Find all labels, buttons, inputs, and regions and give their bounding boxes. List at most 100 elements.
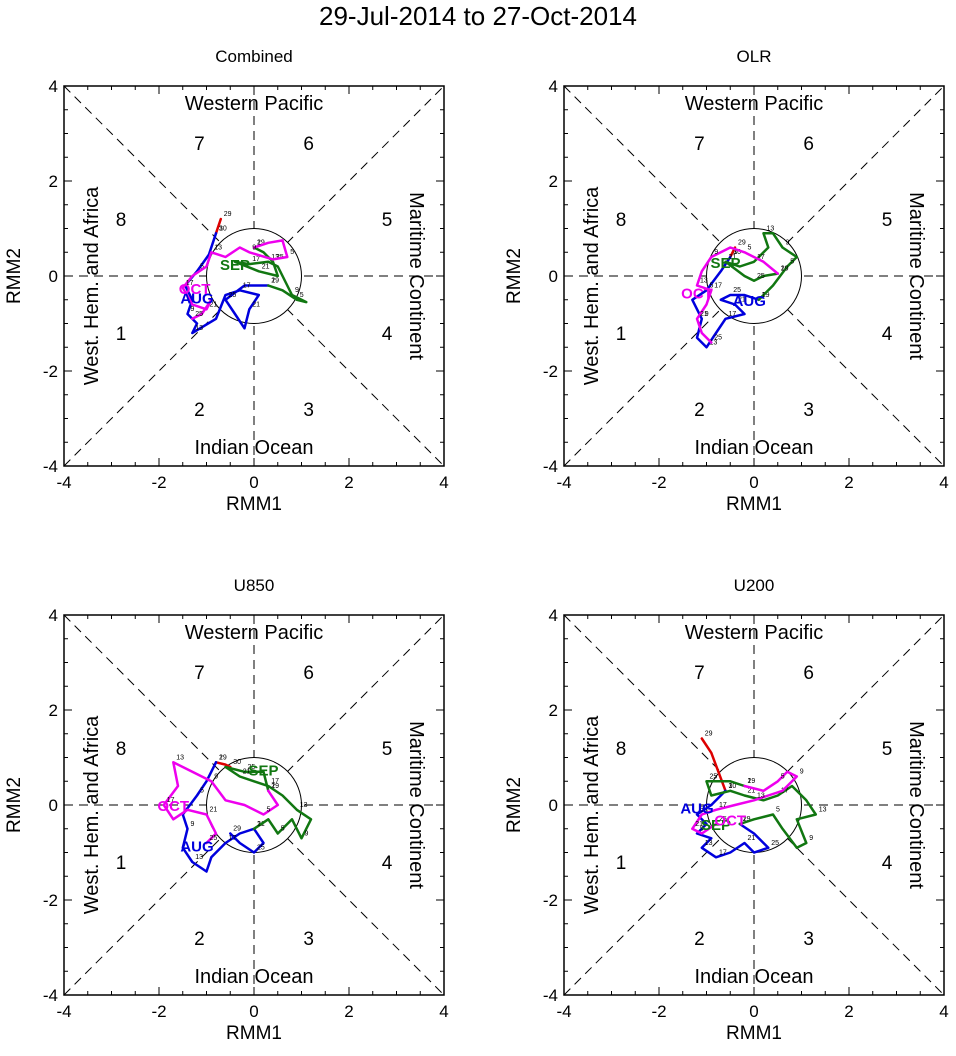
phase-label-4: 4 <box>882 853 893 874</box>
month-label-aug: AUG <box>733 293 766 310</box>
day-label: 29 <box>233 826 241 833</box>
month-label-oct: OCT <box>157 798 189 815</box>
x-tick-label: -4 <box>56 1002 71 1021</box>
day-label: 1 <box>219 754 223 761</box>
x-tick-label: 4 <box>939 1002 948 1021</box>
day-label: 30 <box>219 225 227 232</box>
phase-label-6: 6 <box>303 663 314 684</box>
day-label: 5 <box>281 826 285 833</box>
day-label: 9 <box>191 821 195 828</box>
y-tick-label: -4 <box>43 457 58 476</box>
day-label: 17 <box>729 311 737 318</box>
day-label: 9 <box>786 240 790 247</box>
phase-label-2: 2 <box>194 400 205 421</box>
day-label: 9 <box>295 287 299 294</box>
series-line-sep <box>724 232 799 302</box>
month-label-oct: OCT <box>179 281 211 298</box>
day-label: 25 <box>195 311 203 318</box>
day-label: 29 <box>219 754 227 761</box>
day-label: 17 <box>757 254 765 261</box>
series-line-jul <box>214 761 232 769</box>
day-label: 30 <box>733 249 741 256</box>
phase-label-3: 3 <box>303 929 314 950</box>
y-tick-label: 4 <box>49 606 58 625</box>
series-line-sep <box>705 780 818 850</box>
phase-label-2: 2 <box>694 400 705 421</box>
region-label-western-pacific: Western Pacific <box>685 93 824 115</box>
y-tick-label: 4 <box>49 77 58 96</box>
unit-circle <box>206 228 302 324</box>
day-label: 25 <box>733 287 741 294</box>
day-label: 13 <box>710 339 718 346</box>
day-label: 29 <box>743 816 751 823</box>
day-label: 17 <box>252 256 260 263</box>
region-label-indian-ocean: Indian Ocean <box>195 966 314 988</box>
month-label-sep: SEP <box>248 762 278 779</box>
day-label: 21 <box>695 821 703 828</box>
x-tick-label: 4 <box>939 473 948 492</box>
series-line-sep <box>224 765 313 840</box>
series-line-jul <box>214 217 223 235</box>
x-tick-label: 0 <box>749 473 758 492</box>
day-label: 1 <box>743 816 747 823</box>
series-line-oct <box>181 239 289 321</box>
day-label: 17 <box>719 802 727 809</box>
region-label-west-hem-africa: West. Hem. and Africa <box>581 715 603 914</box>
day-label: 21 <box>700 311 708 318</box>
day-label: 25 <box>248 764 256 771</box>
day-label: 9 <box>714 249 718 256</box>
x-axis-label: RMM1 <box>726 494 782 515</box>
phase-label-5: 5 <box>882 210 893 231</box>
phase-label-2: 2 <box>694 929 705 950</box>
day-label: 17 <box>781 788 789 795</box>
day-label: 21 <box>748 835 756 842</box>
series-line-aug <box>695 789 770 859</box>
y-axis-label: RMM2 <box>504 248 525 304</box>
x-tick-label: 4 <box>439 1002 448 1021</box>
day-label: 25 <box>229 292 237 299</box>
day-label: 25 <box>210 835 218 842</box>
phase-label-6: 6 <box>803 134 814 155</box>
region-label-maritime-continent: Maritime Continent <box>905 192 927 360</box>
day-label: 13 <box>767 225 775 232</box>
day-label: 29 <box>705 731 713 738</box>
month-label-aug: AUG <box>180 838 213 855</box>
region-label-maritime-continent: Maritime Continent <box>405 721 427 889</box>
day-label: 21 <box>748 788 756 795</box>
y-tick-label: -4 <box>543 986 558 1005</box>
day-label: 29 <box>271 278 279 285</box>
y-tick-label: 0 <box>549 796 558 815</box>
region-label-maritime-continent: Maritime Continent <box>405 192 427 360</box>
phase-label-6: 6 <box>303 134 314 155</box>
panel-title: Combined <box>215 47 293 66</box>
x-tick-label: -2 <box>651 1002 666 1021</box>
phase-label-1: 1 <box>116 324 127 345</box>
x-tick-label: 2 <box>344 1002 353 1021</box>
day-label: 1 <box>271 783 275 790</box>
x-tick-label: 0 <box>749 1002 758 1021</box>
day-label: 21 <box>210 301 218 308</box>
day-label: 21 <box>243 769 251 776</box>
day-label: 5 <box>200 263 204 270</box>
y-tick-label: -2 <box>543 362 558 381</box>
day-label: 25 <box>771 840 779 847</box>
y-tick-label: 2 <box>549 172 558 191</box>
panel-olr: OLR -4-4 -2 -2 0 0 2 2 4 4 RMM1 RMM2 Western Pacific… <box>504 47 949 515</box>
region-label-west-hem-africa: West. Hem. and Africa <box>581 186 603 385</box>
region-label-indian-ocean: Indian Ocean <box>695 437 814 459</box>
phase-label-8: 8 <box>116 210 127 231</box>
day-label: 5 <box>790 259 794 266</box>
day-label: 1 <box>762 292 766 299</box>
day-label: 5 <box>300 292 304 299</box>
y-tick-label: -2 <box>43 362 58 381</box>
y-tick-label: -4 <box>43 986 58 1005</box>
phase-label-4: 4 <box>882 324 893 345</box>
phase-label-2: 2 <box>194 929 205 950</box>
day-label: 1 <box>729 783 733 790</box>
x-tick-label: 0 <box>249 1002 258 1021</box>
phase-label-4: 4 <box>382 324 393 345</box>
phase-label-5: 5 <box>382 739 393 760</box>
phase-label-8: 8 <box>116 739 127 760</box>
series-line-oct <box>695 246 780 344</box>
phase-label-1: 1 <box>616 324 627 345</box>
